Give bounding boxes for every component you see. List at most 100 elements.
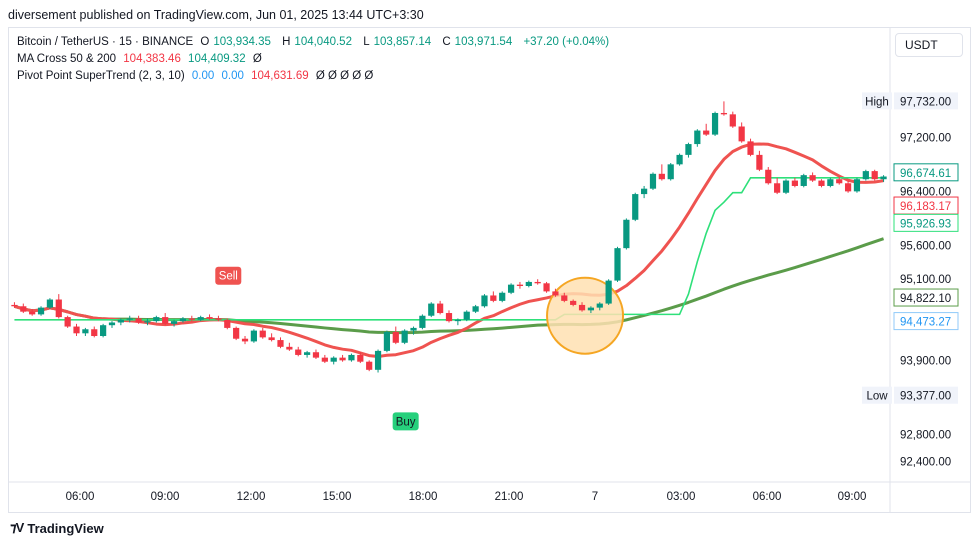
candle-body: [774, 183, 781, 193]
candle-body: [809, 175, 816, 181]
candle-body: [561, 295, 568, 301]
candle-body: [525, 281, 532, 286]
candle-body: [463, 311, 470, 320]
price-tag-value: 95,926.93: [900, 218, 951, 230]
legend-supertrend: Pivot Point SuperTrend (2, 3, 10) 0.00 0…: [17, 70, 377, 82]
candle-body: [91, 329, 98, 337]
candle-body: [348, 354, 355, 361]
ma-value-1: 104,383.46: [123, 53, 181, 65]
currency-button[interactable]: USDT: [895, 33, 963, 57]
candle-body: [82, 329, 89, 334]
candle-body: [844, 183, 852, 192]
x-tick-label: 03:00: [667, 491, 696, 503]
price-tag-bg: [893, 288, 959, 307]
candle-body: [658, 173, 665, 180]
sell-signal: [215, 266, 242, 285]
candle-body: [64, 317, 71, 327]
candle-body: [295, 349, 302, 355]
price-tag-caption: Low: [866, 391, 888, 403]
candle-body: [437, 303, 444, 314]
candle-body: [667, 164, 674, 180]
candle-body: [419, 315, 426, 328]
candle-body: [676, 154, 683, 165]
tradingview-logo-icon: ⁊V: [10, 520, 24, 535]
symbol-name[interactable]: Bitcoin / TetherUS · 15 · BINANCE: [17, 36, 194, 48]
high-value: 104,040.52: [294, 36, 352, 48]
candle-body: [374, 350, 382, 370]
candle-body: [339, 357, 346, 361]
candle-body: [286, 346, 293, 350]
candle-body: [578, 304, 586, 311]
publisher-text: diversement published on TradingView.com…: [8, 8, 424, 22]
candle-body: [170, 321, 178, 324]
candle-body: [392, 331, 399, 343]
candle-body: [818, 180, 825, 186]
st-value-1: 0.00: [191, 70, 215, 82]
candle-body: [649, 173, 657, 189]
candle-body: [108, 322, 116, 326]
candle-body: [800, 175, 807, 186]
candle-body: [747, 141, 754, 155]
candle-body: [534, 281, 541, 284]
y-tick-label: 96,400.00: [900, 186, 951, 198]
y-tick-label: 93,900.00: [900, 355, 951, 367]
st-values-rest: Ø Ø Ø Ø Ø: [315, 70, 374, 82]
candle-body: [729, 114, 736, 127]
ma-indicator-name[interactable]: MA Cross 50 & 200: [17, 53, 117, 65]
candle-body: [694, 130, 701, 145]
y-tick-label: 97,200.00: [900, 132, 951, 144]
candle-body: [481, 295, 488, 307]
high-label: H: [282, 36, 291, 48]
price-tag-value: 96,183.17: [900, 201, 951, 213]
candle-body: [162, 317, 169, 324]
candle-body: [552, 291, 559, 296]
st-indicator-name[interactable]: Pivot Point SuperTrend (2, 3, 10): [17, 70, 185, 82]
price-tag-caption-bg: [862, 386, 892, 404]
candle-body: [144, 321, 151, 323]
candle-body: [410, 327, 417, 331]
candle-body: [703, 130, 710, 135]
candle-body: [224, 319, 231, 328]
y-tick-label: 95,600.00: [900, 240, 951, 252]
candle-body: [179, 318, 187, 322]
x-tick-label: 09:00: [151, 491, 180, 503]
candle-body: [268, 337, 275, 341]
open-value: 103,934.35: [213, 36, 271, 48]
candle-body: [605, 280, 612, 304]
candle-body: [126, 318, 133, 320]
candle-body: [836, 179, 843, 184]
x-tick-label: 15:00: [323, 491, 352, 503]
candle-body: [303, 352, 311, 355]
candle-body: [720, 112, 728, 115]
legend-ma: MA Cross 50 & 200 104,383.46 104,409.32 …: [17, 53, 266, 65]
candle-body: [445, 313, 453, 322]
x-tick-label: 06:00: [753, 491, 782, 503]
candle-body: [20, 306, 27, 312]
candle-body: [188, 318, 195, 320]
legend-ohlc: Bitcoin / TetherUS · 15 · BINANCE O 103,9…: [17, 36, 613, 48]
candle-body: [862, 171, 869, 180]
candle-body: [711, 112, 719, 135]
candle-body: [756, 154, 763, 170]
x-tick-label: 18:00: [409, 491, 438, 503]
candle-body: [490, 295, 497, 301]
candle-body: [871, 171, 878, 180]
candle-body: [499, 292, 506, 301]
candle-body: [206, 317, 213, 319]
candle-body: [782, 180, 790, 193]
candle-body: [46, 299, 54, 308]
candle-body: [765, 169, 772, 184]
candle-body: [570, 300, 577, 305]
candle-body: [880, 176, 887, 180]
price-tag-value: 97,732.00: [900, 96, 951, 108]
y-tick-label: 95,100.00: [900, 274, 951, 286]
candle-body: [632, 194, 639, 220]
candle-body: [277, 340, 284, 347]
x-tick-label: 06:00: [66, 491, 95, 503]
candle-body: [543, 283, 550, 292]
candle-body: [357, 354, 364, 362]
candle-body: [153, 317, 160, 322]
y-tick-label: 92,400.00: [900, 457, 951, 469]
candle-body: [401, 330, 408, 343]
